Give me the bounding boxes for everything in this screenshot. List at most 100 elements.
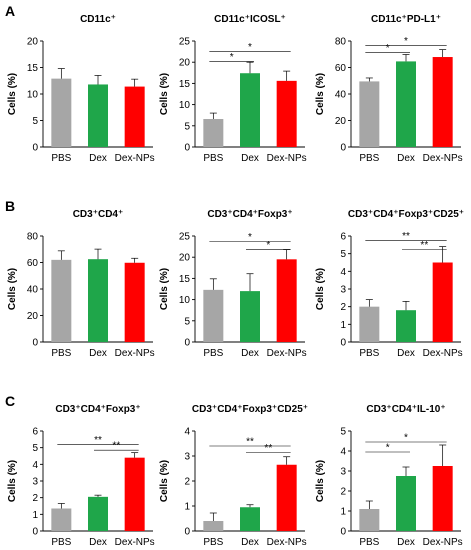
bar-dex-nps [124, 86, 145, 147]
x-tick-label: Dex-NPs [423, 537, 463, 548]
x-tick-label: Dex-NPs [267, 153, 307, 164]
y-tick-label: 3 [184, 452, 190, 463]
y-axis-label: Cells (%) [7, 73, 18, 115]
panel-label-c: C [5, 393, 15, 409]
bar-dex-nps [124, 457, 145, 531]
bar-dex-nps [276, 80, 297, 147]
x-tick-label: Dex [89, 348, 107, 359]
x-tick-label: PBS [359, 537, 379, 548]
y-tick-label: 1 [32, 510, 38, 521]
x-tick-label: PBS [51, 153, 71, 164]
chart-title: CD3⁺CD4⁺IL-10⁺ [366, 404, 445, 415]
y-tick-label: 5 [340, 249, 346, 260]
chart-title: CD11c⁺ [80, 14, 116, 25]
x-tick-label: Dex-NPs [115, 348, 155, 359]
significance-label: ** [402, 231, 410, 242]
y-tick-label: 10 [179, 100, 191, 111]
y-tick-label: 1 [184, 502, 190, 513]
x-tick-label: Dex-NPs [267, 348, 307, 359]
x-tick-label: PBS [203, 153, 223, 164]
bar-pbs [51, 259, 72, 342]
y-tick-label: 20 [179, 58, 191, 69]
chart-title: CD11c⁺ICOSL⁺ [214, 14, 286, 25]
x-tick-label: Dex-NPs [423, 348, 463, 359]
x-tick-label: Dex [397, 537, 415, 548]
bar-dex [240, 73, 260, 147]
bar-dex-nps [276, 259, 297, 342]
bar-dex [240, 291, 260, 342]
bar-pbs [203, 289, 224, 342]
x-tick-label: Dex [241, 537, 259, 548]
y-tick-label: 15 [27, 63, 39, 74]
y-tick-label: 60 [27, 258, 39, 269]
x-tick-label: PBS [203, 348, 223, 359]
chart-title: CD3⁺CD4⁺Foxp3⁺CD25⁺ [348, 209, 464, 220]
significance-label: * [266, 240, 270, 251]
y-axis-label: Cells (%) [159, 73, 170, 115]
y-tick-label: 10 [179, 295, 191, 306]
x-tick-label: PBS [51, 537, 71, 548]
y-tick-label: 6 [340, 232, 346, 243]
x-tick-label: Dex-NPs [115, 537, 155, 548]
x-tick-label: Dex [89, 537, 107, 548]
y-tick-label: 10 [27, 90, 39, 101]
bar-chart-1: CD11c⁺ Cells (%) 0 5 10 15 20 PBS Dex Dex-NPs [7, 14, 155, 164]
bar-dex [396, 61, 416, 147]
y-tick-label: 0 [340, 527, 346, 538]
significance-label: ** [420, 240, 428, 251]
y-tick-label: 20 [27, 37, 39, 48]
y-tick-label: 5 [32, 443, 38, 454]
y-tick-label: 20 [27, 311, 39, 322]
y-tick-label: 0 [184, 338, 190, 349]
y-tick-label: 20 [179, 253, 191, 264]
y-tick-label: 5 [340, 427, 346, 438]
y-tick-label: 0 [340, 338, 346, 349]
significance-label: * [248, 232, 252, 243]
y-tick-label: 4 [340, 447, 346, 458]
y-tick-label: 0 [340, 143, 346, 154]
x-tick-label: PBS [51, 348, 71, 359]
y-tick-label: 1 [340, 320, 346, 331]
bar-chart-5: CD3⁺CD4⁺Foxp3⁺ Cells (%) 0 5 10 15 20 25 PBS Dex D… [159, 209, 307, 359]
y-tick-label: 3 [340, 285, 346, 296]
x-tick-label: Dex [397, 153, 415, 164]
bar-pbs [203, 119, 224, 147]
y-tick-label: 2 [184, 477, 190, 488]
chart-title: CD3⁺CD4⁺ [73, 209, 124, 220]
y-axis-label: Cells (%) [7, 460, 18, 502]
y-tick-label: 60 [335, 63, 347, 74]
significance-label: * [230, 52, 234, 63]
x-tick-label: PBS [359, 348, 379, 359]
bar-pbs [359, 81, 380, 147]
x-tick-label: PBS [203, 537, 223, 548]
bar-dex-nps [432, 262, 453, 342]
y-tick-label: 4 [32, 460, 38, 471]
y-tick-label: 80 [27, 232, 39, 243]
y-tick-label: 5 [184, 316, 190, 327]
significance-label: * [404, 433, 408, 444]
chart-title: CD11c⁺PD-L1⁺ [371, 14, 441, 25]
bar-chart-6: CD3⁺CD4⁺Foxp3⁺CD25⁺ Cells (%) 0 1 2 3 4 5 6 PBS De… [315, 209, 464, 359]
significance-label: ** [94, 435, 102, 446]
y-tick-label: 2 [340, 487, 346, 498]
panel-label-a: A [5, 3, 15, 19]
x-tick-label: Dex [397, 348, 415, 359]
y-tick-label: 5 [184, 121, 190, 132]
y-axis-label: Cells (%) [315, 460, 326, 502]
bar-dex-nps [276, 464, 297, 531]
y-tick-label: 25 [179, 37, 191, 48]
bar-dex [396, 476, 416, 531]
bar-chart-7: CD3⁺CD4⁺Foxp3⁺ Cells (%) 0 1 2 3 4 5 6 PBS Dex Dex-… [7, 404, 155, 548]
x-tick-label: PBS [359, 153, 379, 164]
bar-dex [88, 259, 108, 342]
significance-label: * [404, 36, 408, 47]
y-tick-label: 15 [179, 274, 191, 285]
y-tick-label: 4 [340, 267, 346, 278]
y-axis-label: Cells (%) [7, 268, 18, 310]
y-tick-label: 1 [340, 507, 346, 518]
y-tick-label: 2 [340, 302, 346, 313]
bar-dex-nps [432, 57, 453, 147]
significance-label: ** [264, 443, 272, 454]
